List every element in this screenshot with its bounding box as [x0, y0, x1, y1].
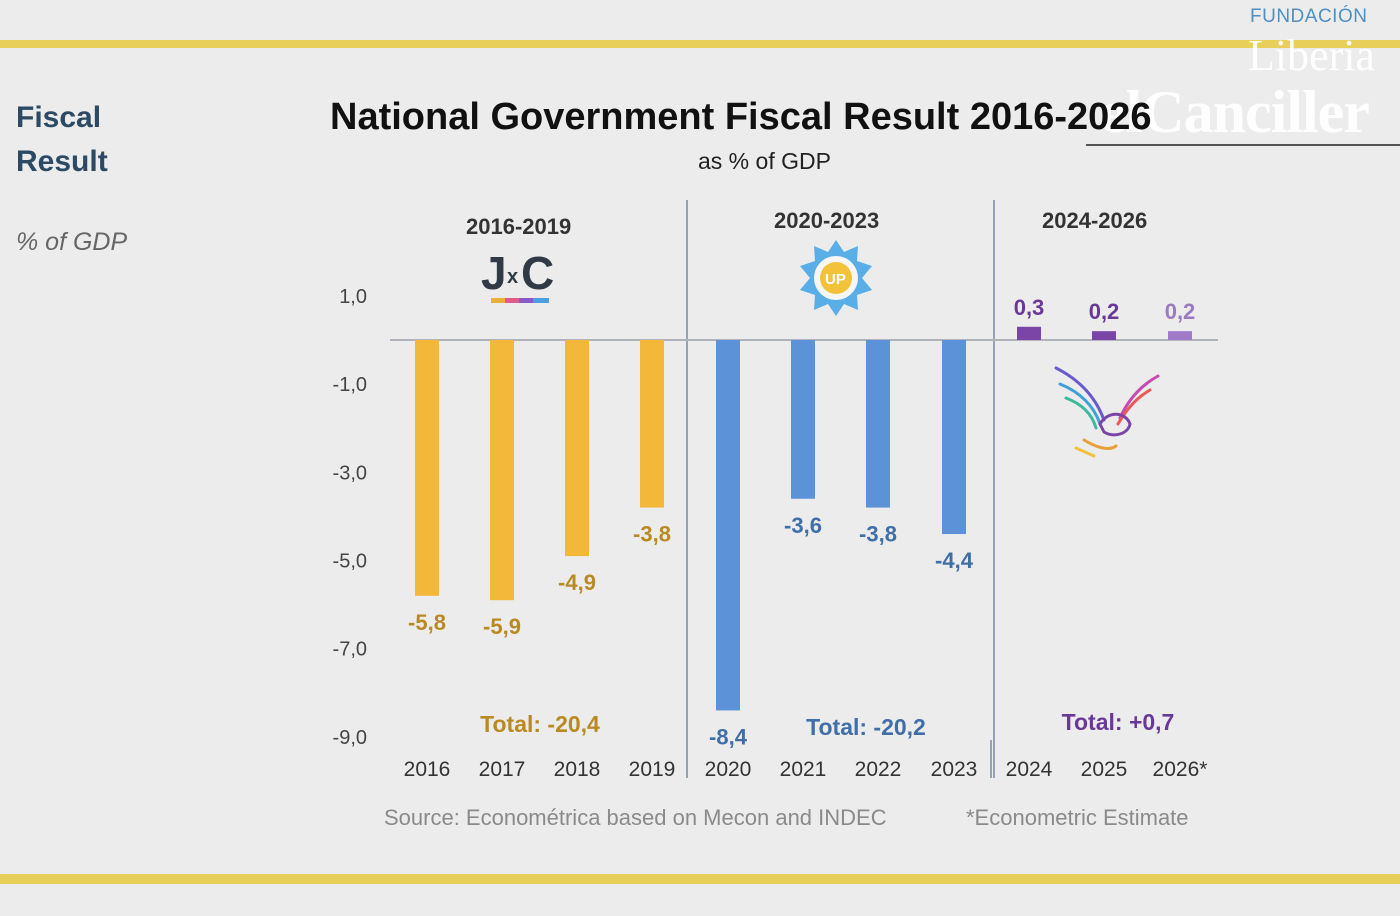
- y-tick-label: -1,0: [333, 374, 367, 396]
- x-tick-label: 2018: [554, 758, 601, 781]
- period-total-2020-2023: Total: -20,2: [806, 714, 926, 740]
- bar-2019: [640, 340, 664, 508]
- chart-source-note: Source: Econométrica based on Mecon and …: [384, 805, 887, 830]
- bar-2023: [942, 340, 966, 535]
- svg-text:J: J: [481, 247, 507, 299]
- period-label-2020-2023: 2020-2023: [774, 208, 880, 233]
- period-label-2016-2019: 2016-2019: [466, 214, 572, 239]
- side-title-line2: Result: [16, 145, 108, 178]
- watermark-underline: [1086, 144, 1400, 146]
- period-total-2024-2026: Total: +0,7: [1062, 709, 1175, 735]
- x-tick-label: 2016: [404, 758, 451, 781]
- bar-value-label: -4,4: [935, 548, 974, 573]
- y-tick-label: -7,0: [333, 639, 367, 661]
- period-label-2024-2026: 2024-2026: [1042, 208, 1148, 233]
- x-tick-label: 2024: [1006, 758, 1053, 781]
- chart-estimate-note: *Econometric Estimate: [966, 805, 1189, 830]
- bar-value-label: -4,9: [558, 570, 596, 595]
- bar-2021: [791, 340, 815, 499]
- y-tick-label: 1,0: [339, 286, 367, 308]
- bar-value-label: -3,6: [784, 513, 822, 538]
- chart-subtitle: as % of GDP: [698, 148, 831, 174]
- bar-value-label: -3,8: [859, 522, 897, 547]
- brand-foundation-label: FUNDACIÓN: [1250, 6, 1368, 27]
- x-tick-label: 2026*: [1153, 758, 1208, 781]
- x-tick-label: 2023: [931, 758, 978, 781]
- side-unit-label: % of GDP: [16, 228, 128, 256]
- x-tick-label: 2025: [1081, 758, 1128, 781]
- y-tick-label: -9,0: [333, 727, 367, 749]
- top-divider: [0, 40, 1400, 48]
- bar-value-label: -5,8: [408, 610, 446, 635]
- svg-text:x: x: [507, 266, 518, 288]
- x-tick-label: 2019: [629, 758, 676, 781]
- chart-title: National Government Fiscal Result 2016-2…: [330, 96, 1152, 138]
- up-sun-logo-icon: UP: [800, 240, 872, 316]
- bar-value-label: -5,9: [483, 614, 521, 639]
- bar-value-label: 0,2: [1089, 299, 1120, 324]
- brand-logo-text: Liberia: [1248, 31, 1376, 80]
- x-tick-label: 2017: [479, 758, 526, 781]
- bar-value-label: 0,3: [1014, 295, 1045, 320]
- bar-2020: [716, 340, 740, 711]
- svg-text:C: C: [521, 247, 554, 299]
- jxc-logo-icon: J x C: [481, 247, 554, 303]
- bar-2022: [866, 340, 890, 508]
- bar-value-label: -8,4: [709, 724, 748, 749]
- bar-2016: [415, 340, 439, 596]
- bar-2025: [1092, 331, 1116, 340]
- bar-value-label: -3,8: [633, 522, 671, 547]
- watermark: elCanciller: [1100, 79, 1370, 145]
- x-tick-label: 2022: [855, 758, 902, 781]
- side-title-line1: Fiscal: [16, 101, 102, 134]
- y-tick-label: -5,0: [333, 551, 367, 573]
- bar-2018: [565, 340, 589, 557]
- svg-text:UP: UP: [825, 271, 846, 288]
- bar-2024: [1017, 326, 1041, 340]
- bar-value-label: 0,2: [1165, 299, 1196, 324]
- bottom-divider: [0, 874, 1400, 884]
- bar-2017: [490, 340, 514, 601]
- y-tick-label: -3,0: [333, 462, 367, 484]
- eagle-logo-icon: [1054, 366, 1160, 458]
- period-total-2016-2019: Total: -20,4: [480, 711, 600, 737]
- x-tick-label: 2021: [780, 758, 827, 781]
- bar-2026: [1168, 331, 1192, 340]
- x-tick-label: 2020: [705, 758, 752, 781]
- side-title: Fiscal Result: [16, 96, 108, 184]
